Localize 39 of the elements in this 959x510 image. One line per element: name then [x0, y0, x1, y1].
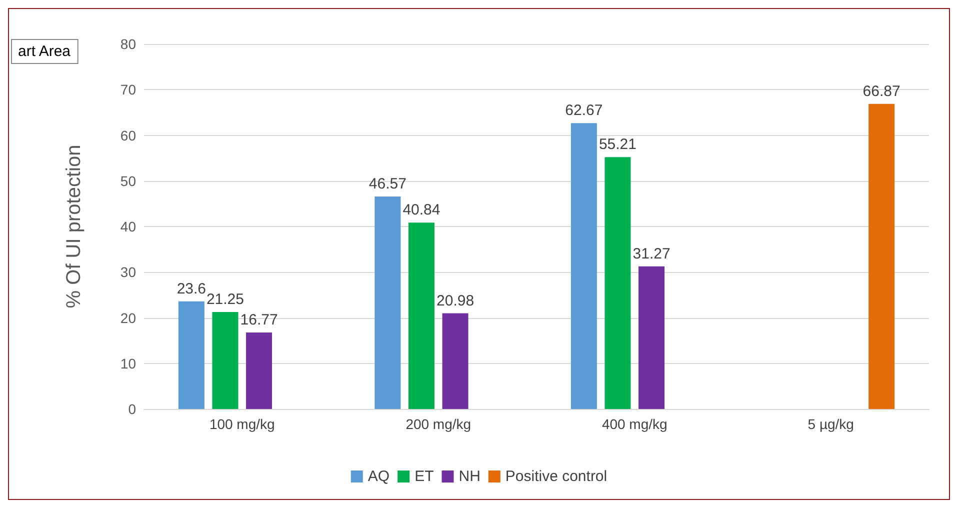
y-axis-title: % Of UI protection: [63, 144, 85, 308]
legend-label: NH: [458, 468, 480, 485]
data-label: 21.25: [206, 291, 244, 308]
legend-label: Positive control: [505, 468, 608, 485]
bar: [604, 157, 631, 409]
data-label: 55.21: [598, 136, 636, 154]
legend-label: ET: [414, 468, 434, 485]
data-label: 20.98: [436, 292, 474, 310]
data-label: 23.6: [176, 280, 206, 298]
bar: [570, 123, 597, 409]
bar: [408, 222, 434, 409]
x-tick-label: 100 mg/kg: [209, 416, 275, 432]
y-tick-label: 50: [120, 172, 136, 189]
x-tick-label: 400 mg/kg: [602, 416, 668, 432]
y-tick-label: 0: [128, 401, 136, 417]
bar: [868, 104, 895, 409]
y-tick-label: 10: [120, 355, 136, 372]
data-label: 62.67: [565, 102, 603, 120]
data-label: 66.87: [862, 82, 900, 100]
y-tick-label: 20: [120, 310, 136, 326]
y-tick-label: 70: [120, 82, 136, 98]
x-tick-label: 200 mg/kg: [406, 416, 472, 432]
text: art Area: [18, 43, 72, 60]
y-tick-label: 30: [120, 264, 136, 280]
data-label: 46.57: [368, 176, 406, 193]
bar: [442, 313, 468, 409]
x-tick-label: 5 µg/kg: [808, 416, 854, 432]
legend-label: AQ: [368, 468, 390, 485]
bar: [212, 312, 238, 409]
bar: [178, 301, 204, 409]
y-tick-label: 80: [120, 36, 136, 52]
data-label: 40.84: [402, 202, 440, 219]
data-label: 16.77: [240, 311, 278, 328]
bar: [246, 332, 272, 409]
y-tick-label: 60: [120, 127, 136, 144]
y-tick-label: 40: [120, 218, 136, 234]
bar: [638, 266, 665, 409]
data-label: 31.27: [632, 245, 670, 262]
bar: [374, 196, 401, 409]
